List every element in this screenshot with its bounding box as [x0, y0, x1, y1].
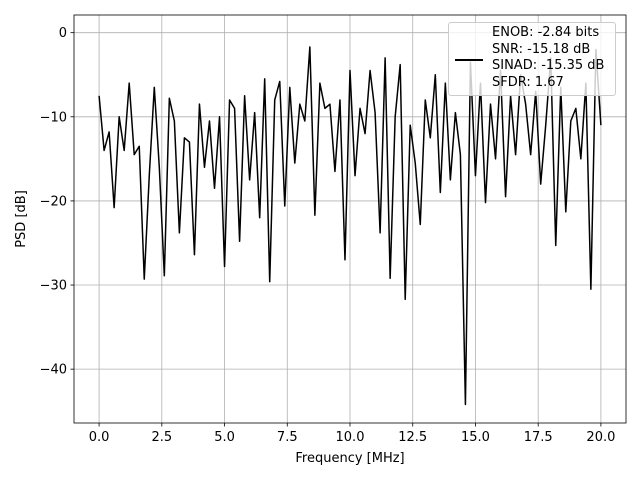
y-tick-label: −10 — [40, 110, 67, 125]
x-tick-label: 10.0 — [336, 430, 365, 445]
legend-label: ENOB: -2.84 bits SNR: -15.18 dB SINAD: -… — [492, 25, 605, 90]
x-tick-label: 7.5 — [277, 430, 298, 445]
y-tick-label: −30 — [40, 279, 67, 294]
y-tick-label: −20 — [40, 194, 67, 209]
plot-frame — [73, 14, 627, 424]
x-tick-label: 20.0 — [586, 430, 615, 445]
y-tick-label: 0 — [59, 26, 67, 41]
x-tick-label: 2.5 — [151, 430, 172, 445]
x-tick-label: 5.0 — [214, 430, 235, 445]
y-axis-label: PSD [dB] — [14, 190, 29, 248]
x-tick-label: 17.5 — [524, 430, 553, 445]
x-tick-label: 0.0 — [89, 430, 110, 445]
y-tick-label: −40 — [40, 363, 67, 378]
legend: ENOB: -2.84 bits SNR: -15.18 dB SINAD: -… — [448, 22, 616, 96]
x-tick-label: 15.0 — [461, 430, 490, 445]
x-axis-label: Frequency [MHz] — [295, 451, 404, 466]
series-line — [98, 46, 602, 406]
x-tick-label: 12.5 — [398, 430, 427, 445]
legend-line — [455, 59, 483, 61]
